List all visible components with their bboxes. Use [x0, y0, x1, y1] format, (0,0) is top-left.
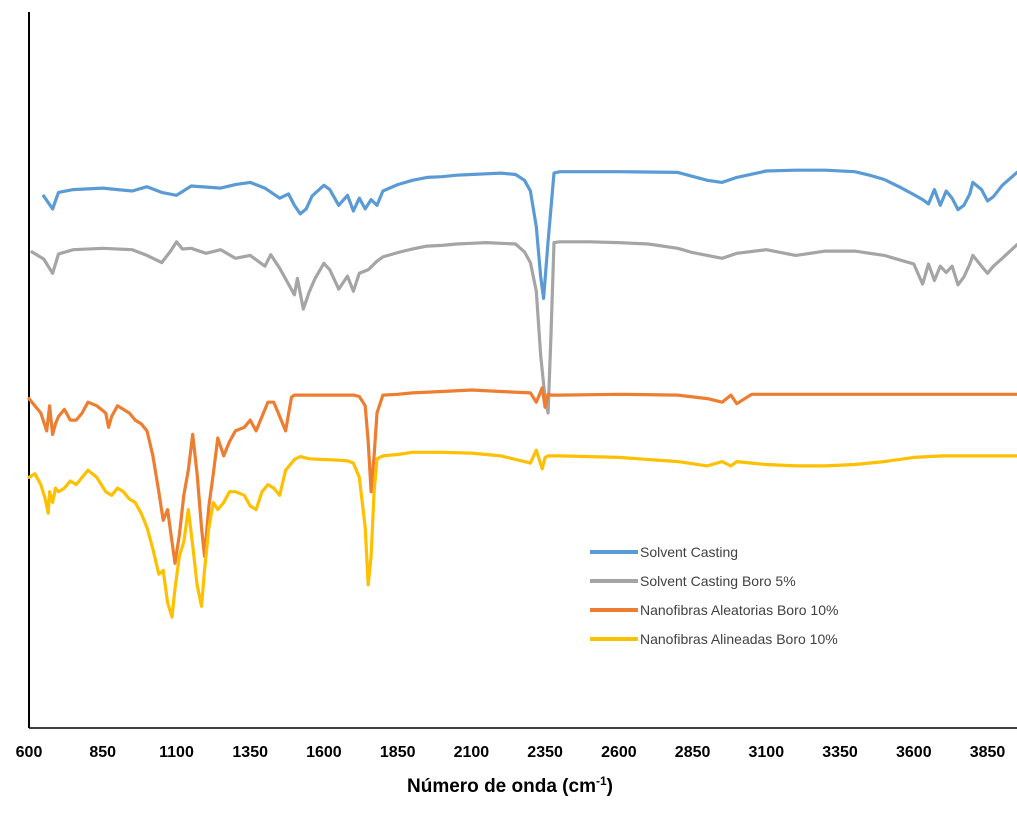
series-line-4: [27, 448, 1017, 619]
x-tick-label: 1100: [159, 744, 194, 761]
series-layer: [27, 168, 1017, 619]
x-tick-label: 3850: [970, 744, 1006, 761]
x-tick-label: 2100: [454, 744, 490, 761]
series-line-1: [42, 168, 1017, 300]
legend-label: Solvent Casting: [640, 544, 738, 560]
x-tick-label: 2850: [675, 744, 711, 761]
x-tick-label: 2350: [527, 744, 563, 761]
x-axis-title: Número de onda (cm-1): [407, 774, 613, 797]
x-tick-labels: 600 850 1100 1350 1600 1850 2100 2350 2600 2850 31…: [16, 744, 1006, 761]
x-axis-title-suffix: ): [607, 776, 613, 797]
x-axis-title-main: Número de onda (cm: [407, 776, 596, 797]
legend-label: Solvent Casting Boro 5%: [640, 573, 796, 589]
legend-label: Nanofibras Aleatorias Boro 10%: [640, 602, 838, 618]
x-tick-label: 3600: [896, 744, 932, 761]
x-tick-label: 850: [89, 744, 116, 761]
x-tick-label: 1850: [380, 744, 416, 761]
x-tick-label: 3350: [822, 744, 858, 761]
x-tick-label: 600: [16, 744, 43, 761]
legend-label: Nanofibras Alineadas Boro 10%: [640, 631, 838, 647]
x-tick-label: 1600: [306, 744, 342, 761]
x-tick-label: 2600: [601, 744, 637, 761]
x-tick-label: 1350: [232, 744, 268, 761]
x-axis-title-superscript: -1: [596, 774, 607, 788]
x-tick-label: 3100: [749, 744, 785, 761]
series-line-3: [27, 386, 1017, 565]
series-line-2: [30, 240, 1017, 415]
legend: Solvent Casting Solvent Casting Boro 5% Na…: [590, 544, 838, 647]
